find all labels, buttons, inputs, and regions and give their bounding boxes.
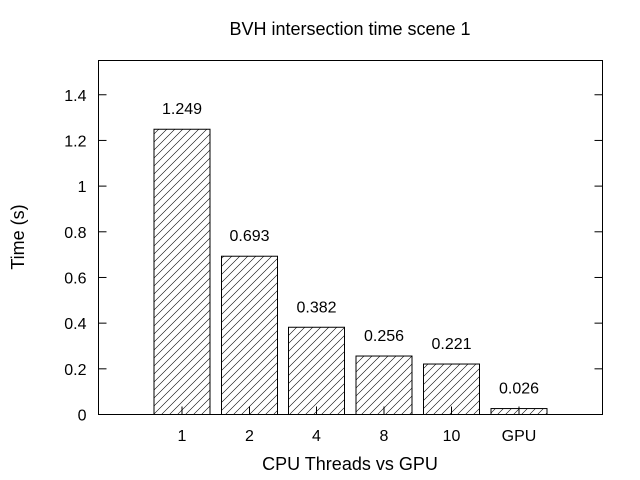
bar — [221, 255, 278, 416]
y-tick-label: 0.2 — [64, 362, 86, 379]
y-axis-label: Time (s) — [8, 204, 28, 269]
y-tick-label: 0.6 — [64, 270, 86, 287]
x-tick-label: GPU — [502, 428, 537, 445]
x-tick-label: 2 — [245, 428, 254, 445]
y-tick-label: 1 — [78, 179, 87, 196]
x-axis-ticks: 1 2 4 8 10 GPU — [178, 406, 537, 445]
bar — [153, 128, 211, 416]
data-label: 0.026 — [499, 381, 539, 398]
bars-layer — [153, 128, 548, 416]
bar — [288, 326, 345, 416]
y-tick-label: 0.8 — [64, 225, 86, 242]
x-tick-label: 1 — [178, 428, 187, 445]
x-tick-label: 4 — [312, 428, 321, 445]
chart-title: BVH intersection time scene 1 — [229, 19, 470, 39]
y-tick-label: 0.4 — [64, 316, 86, 333]
x-tick-label: 8 — [380, 428, 389, 445]
y-tick-label: 1.2 — [64, 133, 86, 150]
data-label: 0.693 — [229, 228, 269, 245]
data-label: 0.382 — [296, 299, 336, 316]
data-label: 1.249 — [162, 101, 202, 118]
plot-frame — [98, 60, 603, 415]
y-tick-label: 0 — [78, 408, 87, 425]
data-labels: 1.249 0.693 0.382 0.256 0.221 0.026 — [162, 101, 539, 397]
x-axis-label: CPU Threads vs GPU — [262, 454, 438, 474]
bar — [355, 355, 413, 415]
bar — [423, 363, 480, 416]
data-label: 0.256 — [364, 328, 404, 345]
data-label: 0.221 — [431, 336, 471, 353]
y-tick-label: 1.4 — [64, 88, 86, 105]
y-axis-ticks: 0 0.2 0.4 0.6 0.8 1 1.2 1.4 — [64, 88, 603, 425]
x-tick-label: 10 — [443, 428, 461, 445]
